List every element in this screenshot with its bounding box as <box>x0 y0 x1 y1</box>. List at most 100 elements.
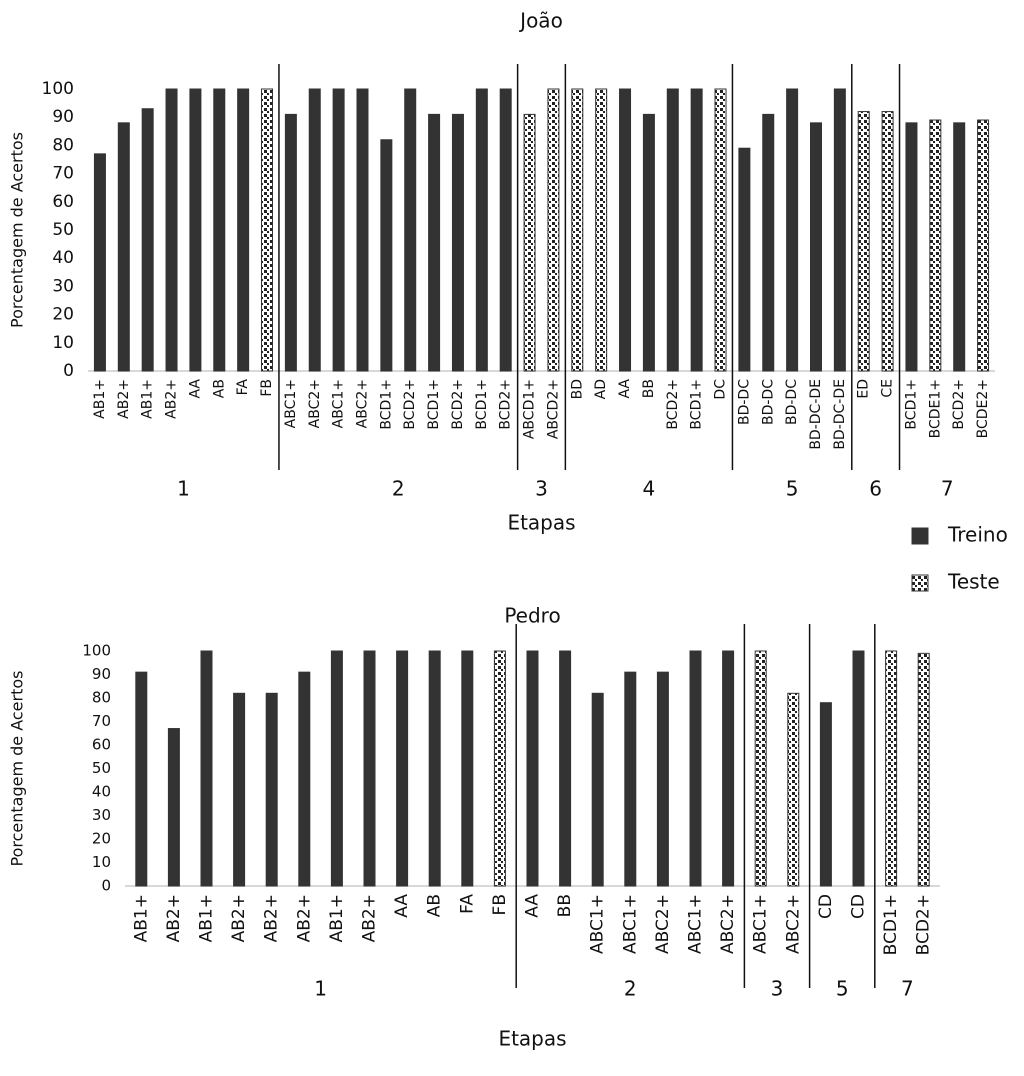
x-tick-label: AB <box>211 379 227 398</box>
x-tick-label: AB2+ <box>294 894 314 942</box>
stage-label: 2 <box>392 477 405 501</box>
x-tick-label: BCD1+ <box>903 379 919 430</box>
y-tick-label: 80 <box>92 689 111 707</box>
stage-label: 7 <box>941 477 954 501</box>
x-tick-label: AA <box>187 379 203 399</box>
x-tick-label: ABC1+ <box>620 894 640 954</box>
bar <box>595 88 608 372</box>
x-tick-label: ABCD1+ <box>522 379 538 439</box>
x-tick-label: ABC2+ <box>653 894 673 954</box>
bar <box>953 122 966 372</box>
bar <box>885 650 898 887</box>
bar <box>461 650 474 887</box>
bar <box>666 88 679 372</box>
bar <box>787 692 800 887</box>
y-tick-label: 60 <box>52 192 74 212</box>
bar <box>135 671 148 887</box>
bar <box>977 119 990 372</box>
y-tick-label: 90 <box>92 665 111 683</box>
stage-label: 4 <box>643 477 656 501</box>
bar <box>722 650 735 887</box>
bar <box>298 671 311 887</box>
x-tick-label: CD <box>849 894 869 919</box>
x-tick-label: FB <box>259 379 275 397</box>
x-tick-label: ABC2+ <box>354 379 370 428</box>
bar <box>754 650 767 887</box>
bar <box>689 650 702 887</box>
y-tick-label: 10 <box>52 333 74 353</box>
x-tick-label: AB2+ <box>229 894 249 942</box>
bar <box>93 153 106 372</box>
y-tick-label: 70 <box>92 712 111 730</box>
bar <box>330 650 343 887</box>
bar <box>284 113 297 372</box>
y-tick-label: 40 <box>52 248 74 268</box>
bar <box>428 650 441 887</box>
y-tick-label: 40 <box>92 783 111 801</box>
stage-label: 2 <box>624 977 637 1001</box>
chart-title: João <box>518 9 563 33</box>
x-tick-label: CD <box>816 894 836 919</box>
x-tick-label: AB2+ <box>262 894 282 942</box>
x-tick-label: AB1+ <box>92 379 108 419</box>
x-tick-label: FA <box>457 894 477 914</box>
y-tick-label: 0 <box>63 361 74 381</box>
x-tick-label: BCD2+ <box>951 379 967 430</box>
bar <box>265 692 278 887</box>
x-tick-label: ABC2+ <box>307 379 323 428</box>
bar <box>690 88 703 372</box>
x-axis-label: Etapas <box>498 1027 566 1051</box>
x-tick-label: ABC1+ <box>331 379 347 428</box>
x-tick-label: CE <box>880 379 896 398</box>
x-tick-label: ABCD2+ <box>545 379 561 439</box>
x-tick-label: BD-DC <box>760 379 776 425</box>
bar <box>475 88 488 372</box>
y-tick-label: 30 <box>92 806 111 824</box>
bar <box>905 122 918 372</box>
bar <box>526 650 539 887</box>
x-tick-label: BCD2+ <box>914 894 934 955</box>
bar <box>559 650 572 887</box>
bar <box>619 88 632 372</box>
x-tick-label: BCD1+ <box>426 379 442 430</box>
x-tick-label: ABC2+ <box>783 894 803 954</box>
legend-swatch <box>911 527 929 545</box>
bar <box>356 88 369 372</box>
x-tick-label: BB <box>641 379 657 398</box>
stage-label: 5 <box>786 477 799 501</box>
bar <box>428 113 441 372</box>
x-tick-label: BCD1+ <box>378 379 394 430</box>
bar <box>786 88 799 372</box>
x-tick-label: BCD1+ <box>474 379 490 430</box>
legend-label: Teste <box>947 570 1000 594</box>
x-tick-label: BCD2+ <box>665 379 681 430</box>
x-tick-label: AA <box>523 894 543 918</box>
bar <box>624 671 637 887</box>
bar <box>762 113 775 372</box>
x-tick-label: AD <box>593 379 609 399</box>
y-tick-label: 50 <box>92 759 111 777</box>
x-tick-label: DC <box>713 379 729 400</box>
x-tick-label: FA <box>235 379 251 396</box>
x-tick-label: AB <box>425 894 445 917</box>
x-tick-label: BCD2+ <box>450 379 466 430</box>
legend-swatch <box>911 574 929 592</box>
bar <box>852 650 865 887</box>
bar <box>714 88 727 372</box>
x-tick-label: ABC1+ <box>686 894 706 954</box>
bar <box>833 88 846 372</box>
y-tick-label: 90 <box>52 107 74 127</box>
legend-label: Treino <box>947 523 1008 547</box>
bar <box>591 692 604 887</box>
stage-label: 1 <box>177 477 190 501</box>
bar <box>523 113 536 372</box>
bar <box>547 88 560 372</box>
y-tick-label: 0 <box>101 877 111 895</box>
stage-label: 5 <box>836 977 849 1001</box>
x-tick-label: AA <box>392 894 412 918</box>
y-axis-label: Porcentagem de Acertos <box>8 132 27 328</box>
x-tick-label: BCDE2+ <box>975 379 991 438</box>
x-tick-label: BD-DC <box>784 379 800 425</box>
bar <box>396 650 409 887</box>
